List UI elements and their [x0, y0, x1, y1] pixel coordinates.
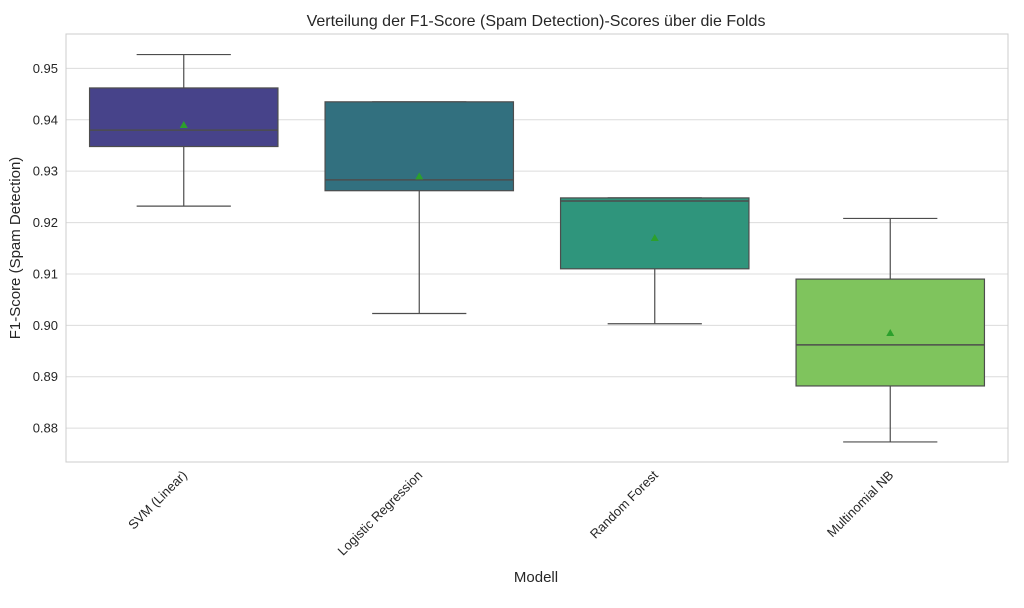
plot-frame — [65, 33, 1009, 463]
y-tick-label: 0.95 — [33, 61, 58, 76]
x-axis: SVM (Linear) Logistic Regression Random Fo… — [125, 467, 896, 558]
y-tick-label: 0.93 — [33, 164, 58, 179]
y-tick-label: 0.89 — [33, 369, 58, 384]
mean-marker — [179, 120, 188, 128]
x-tick-label: Random Forest — [587, 467, 661, 541]
box — [88, 87, 279, 148]
box-group — [88, 53, 279, 207]
mean-marker — [650, 233, 659, 241]
y-tick-label: 0.92 — [33, 215, 58, 230]
x-tick-label: Logistic Regression — [335, 468, 426, 559]
x-axis-label: Modell — [514, 569, 558, 586]
y-axis-label: F1-Score (Spam Detection) — [7, 157, 24, 340]
mean-marker — [415, 172, 424, 180]
box-group — [559, 197, 750, 325]
box-group — [795, 217, 986, 443]
y-tick-label: 0.88 — [33, 421, 58, 436]
box-group — [324, 101, 515, 315]
chart-title: Verteilung der F1-Score (Spam Detection)… — [307, 13, 766, 30]
mean-marker — [886, 329, 895, 337]
x-tick-label: SVM (Linear) — [125, 468, 190, 533]
x-tick-label: Multinomial NB — [824, 468, 896, 540]
y-axis: 0.88 0.89 0.90 0.91 0.92 0.93 0.94 0.95 — [33, 61, 58, 436]
y-tick-label: 0.90 — [33, 318, 58, 333]
box-plots — [88, 53, 986, 443]
y-tick-label: 0.94 — [33, 112, 58, 127]
box — [559, 197, 750, 270]
y-tick-label: 0.91 — [33, 266, 58, 281]
